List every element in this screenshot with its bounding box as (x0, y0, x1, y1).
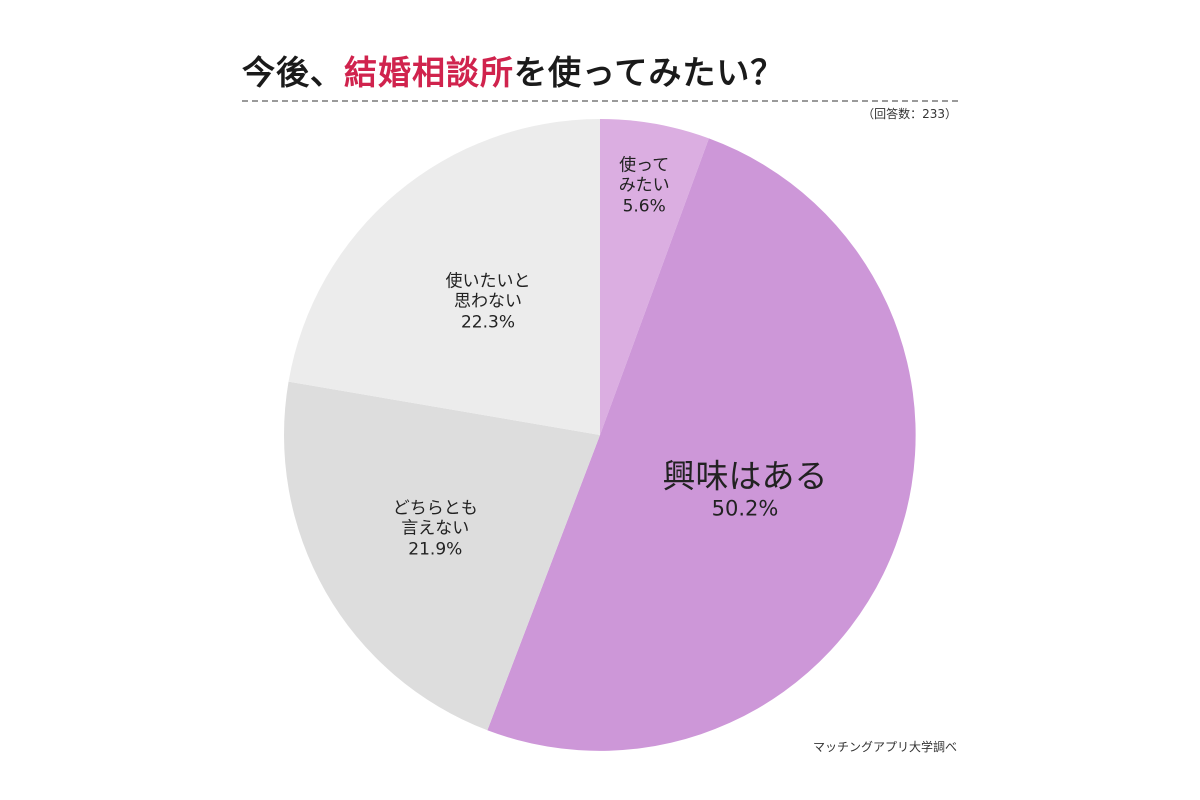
title-divider (242, 100, 958, 102)
slice-value-label: 22.3% (460, 312, 515, 333)
slice-label-interested: 興味はある 50.2% (663, 457, 828, 522)
chart-title: 今後、結婚相談所を使ってみたい？ (242, 46, 784, 94)
slice-label-use: 使って みたい 5.6% (619, 156, 670, 217)
slice-label-text: どちらとも (392, 498, 478, 519)
slice-label-text: みたい (618, 175, 670, 196)
title-suffix: を使ってみたい？ (514, 53, 785, 92)
source-note: マッチングアプリ大学調べ (812, 740, 957, 754)
pie-slice-neutral (284, 381, 600, 731)
title-highlight: 結婚相談所 (344, 53, 514, 92)
pie-slice-not-use (288, 119, 600, 435)
pie-slice-use (600, 119, 709, 435)
slice-value-label: 5.6% (622, 196, 666, 217)
pie-slice-interested (487, 138, 916, 751)
respondents-note: （回答数：233） (862, 107, 957, 121)
slice-label-text: 思わない (454, 291, 522, 312)
slice-label-text: 使って (619, 155, 670, 176)
slice-label-not-use: 使いたいと 思わない 22.3% (446, 272, 531, 333)
slice-label-text: 興味はある (662, 456, 828, 496)
slice-value-label: 21.9% (408, 539, 463, 560)
slice-value-label: 50.2% (711, 496, 779, 521)
slice-label-text: 使いたいと (445, 271, 531, 292)
title-prefix: 今後、 (242, 53, 344, 92)
slice-label-neutral: どちらとも 言えない 21.9% (393, 498, 478, 559)
slice-label-text: 言えない (401, 518, 470, 539)
